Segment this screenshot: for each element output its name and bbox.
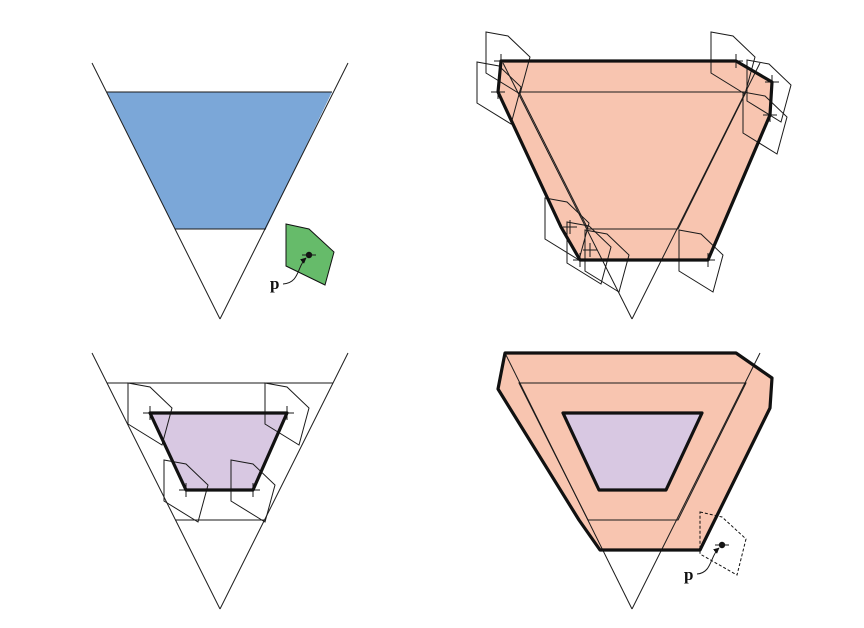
middle-trapezoid	[518, 382, 747, 521]
cone-right-edge	[219, 352, 349, 610]
salmon-region	[498, 61, 772, 260]
polygon-copy	[230, 459, 276, 523]
panel-bottom-left	[91, 352, 349, 610]
polygon-copy	[566, 221, 612, 285]
polygon-copy	[163, 459, 209, 523]
lavender-trapezoid	[561, 411, 704, 492]
polygon-copy	[264, 382, 310, 446]
polygon-copy	[127, 382, 173, 446]
polygon-copy	[544, 197, 590, 261]
polygon-copy	[476, 61, 522, 125]
lavender-boundary	[148, 411, 289, 492]
polygon-copy	[710, 31, 756, 95]
point-p-arrow	[282, 257, 307, 285]
panel-top-right	[476, 31, 792, 320]
cone-left-edge	[91, 352, 221, 610]
inner-right-edge	[677, 91, 747, 230]
cone-right-edge	[631, 352, 761, 610]
lavender-trapezoid	[150, 413, 287, 490]
point-p-arrow	[696, 547, 720, 575]
cone-left-edge	[91, 62, 221, 320]
polygon-copy	[746, 59, 792, 123]
polygon-copy	[485, 31, 531, 95]
blue-trapezoid	[107, 92, 332, 229]
polygon-copy	[584, 229, 630, 293]
polygon-copy	[678, 229, 724, 293]
inner-left-edge	[518, 91, 589, 230]
panel-bottom-right: p	[496, 351, 774, 610]
point-p-label: p	[684, 565, 693, 584]
panel-top-left: p	[91, 62, 349, 320]
cone-right-edge	[219, 62, 349, 320]
cone-left-edge	[502, 62, 633, 320]
salmon-boundary	[496, 351, 774, 552]
point-p-label: p	[270, 274, 279, 293]
minkowski-boundary	[496, 59, 774, 262]
dashed-polygon	[699, 511, 747, 576]
polygon-copy	[742, 91, 788, 155]
